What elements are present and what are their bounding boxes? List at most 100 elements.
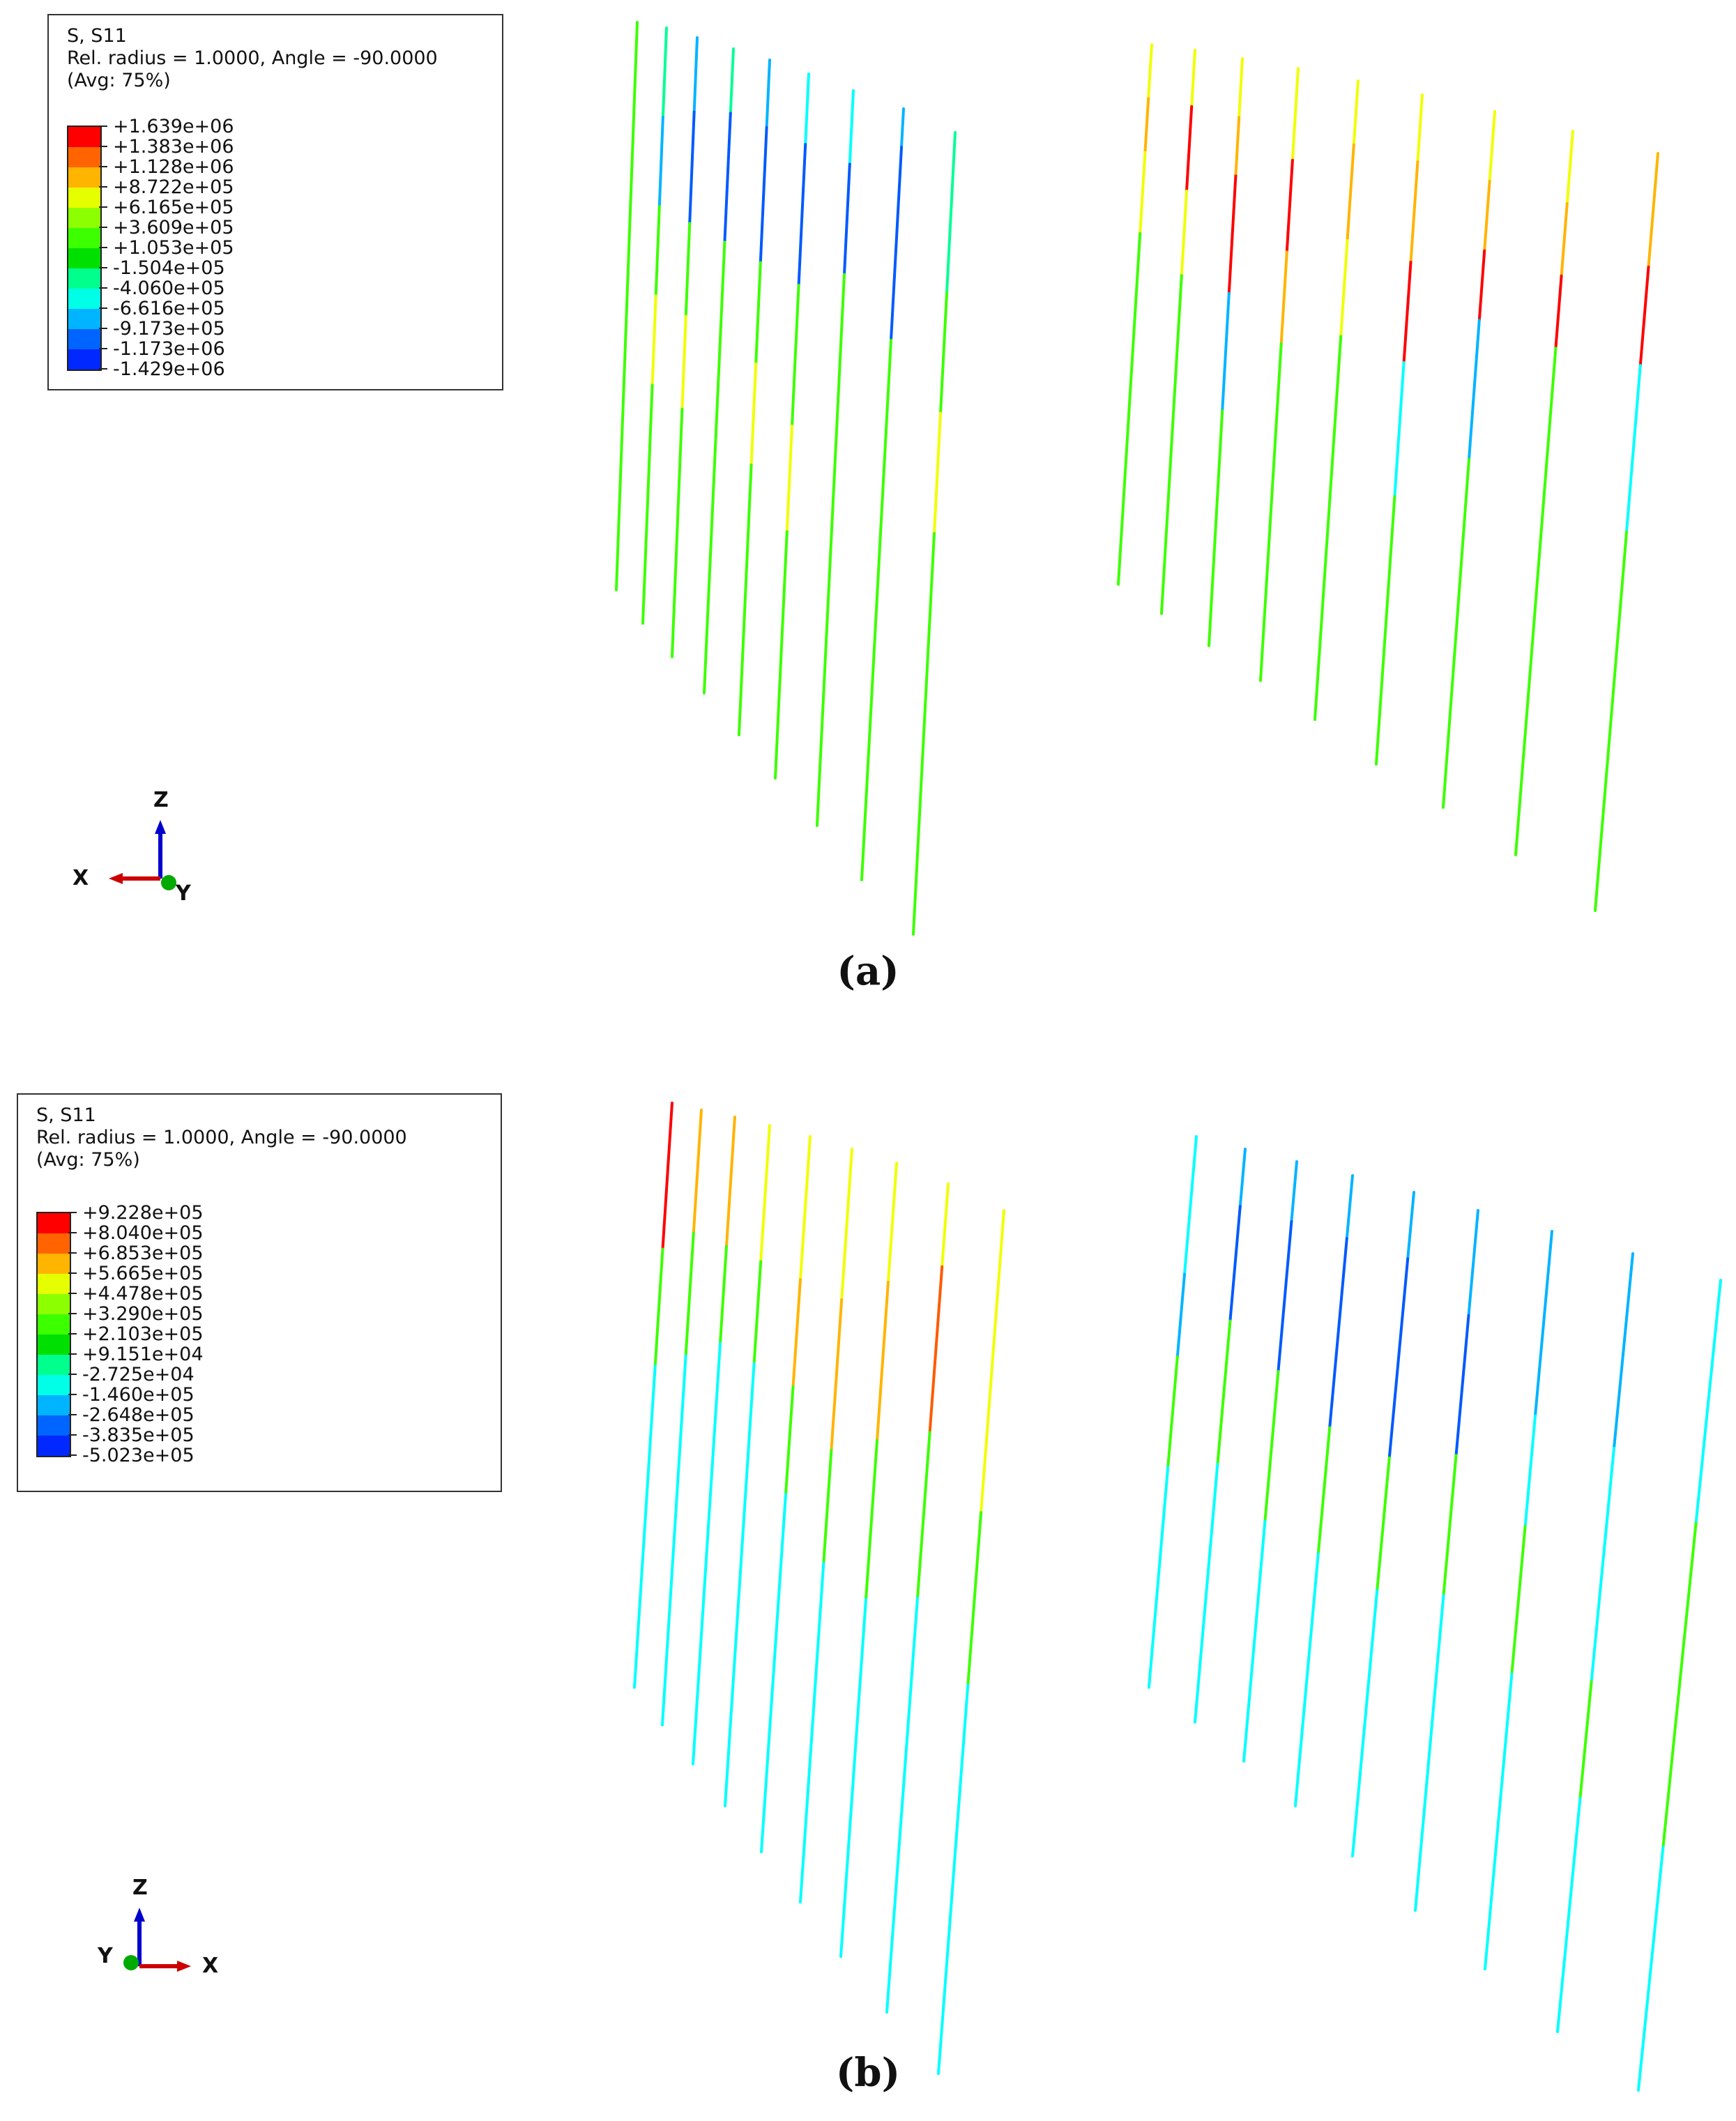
member-segment — [830, 420, 839, 533]
member-segment — [937, 1683, 970, 2075]
member-segment — [759, 126, 768, 264]
member-segment — [1578, 1680, 1593, 1800]
legend-tick — [68, 1293, 77, 1294]
member-segment — [876, 1280, 890, 1443]
contour-legend: S, S11 Rel. radius = 1.0000, Angle = -90… — [17, 1093, 502, 1492]
legend-value: +5.665e+05 — [82, 1263, 204, 1284]
member-segment — [1594, 531, 1628, 912]
legend-swatch — [68, 188, 100, 208]
member-segment — [1346, 143, 1355, 242]
legend-value: -9.173e+05 — [113, 318, 225, 340]
member-segment — [1227, 174, 1238, 295]
member-segment — [1674, 1521, 1698, 1728]
member-segment — [784, 1385, 795, 1496]
member-segment — [1467, 1209, 1479, 1317]
legend-value: -2.648e+05 — [82, 1404, 195, 1426]
legend-variable: S, S11 — [67, 25, 127, 47]
legend-value: -3.835e+05 — [82, 1424, 195, 1446]
legend-tick — [99, 166, 107, 167]
member-segment — [1185, 105, 1194, 192]
member-segment — [797, 143, 807, 287]
y-axis-label: Y — [98, 1944, 113, 1968]
member-segment — [1166, 1355, 1179, 1468]
legend-tick — [99, 267, 107, 268]
member-segment — [1290, 1160, 1298, 1223]
x-arrowhead — [177, 1961, 191, 1972]
member-segment — [785, 425, 793, 533]
member-segment — [1393, 361, 1406, 498]
legend-tick — [68, 1394, 77, 1395]
member-segment — [1160, 274, 1183, 615]
member-segment — [1402, 261, 1413, 364]
member-segment — [1148, 1466, 1170, 1689]
member-segment — [1406, 1191, 1415, 1261]
member-segment — [1477, 249, 1486, 322]
legend-tick — [99, 186, 107, 188]
member-segment — [1221, 291, 1231, 413]
legend-swatch — [68, 208, 100, 228]
panel-caption: (b) — [835, 2050, 901, 2096]
member-segment — [615, 446, 623, 591]
legend-value: -6.616e+05 — [113, 298, 225, 319]
legend-tick — [68, 1232, 77, 1233]
axis-triad: Z X Y — [91, 1855, 244, 1994]
member-segment — [1638, 265, 1650, 367]
member-segment — [684, 1231, 695, 1358]
legend-swatch — [68, 289, 100, 309]
member-segment — [924, 532, 936, 695]
member-segment — [1351, 1589, 1379, 1857]
legend-section-point: Rel. radius = 1.0000, Angle = -90.0000 — [36, 1127, 407, 1148]
axis-triad-graphic — [123, 1908, 191, 1972]
legend-tick — [68, 1333, 77, 1335]
member-segment — [928, 1265, 944, 1434]
member-segment — [704, 1341, 722, 1572]
legend-value: +9.228e+05 — [82, 1202, 204, 1224]
member-segment — [1259, 434, 1277, 682]
legend-variable: S, S11 — [36, 1104, 96, 1126]
member-segment — [912, 692, 927, 936]
member-segment — [661, 1539, 676, 1726]
legend-tick — [68, 1252, 77, 1254]
member-segment — [1488, 110, 1496, 183]
member-segment — [680, 314, 687, 411]
member-segment — [822, 1449, 833, 1565]
member-segment — [1238, 57, 1244, 119]
legend-value: +4.478e+05 — [82, 1283, 204, 1305]
legend-value: -5.023e+05 — [82, 1445, 195, 1466]
member-segment — [1277, 1220, 1293, 1373]
x-axis-label: X — [73, 866, 89, 890]
member-segment — [1345, 1174, 1354, 1240]
member-segment — [1228, 1205, 1242, 1323]
member-segment — [989, 1209, 1005, 1385]
member-segment — [641, 503, 649, 625]
member-segment — [865, 1439, 878, 1601]
legend-tick — [68, 1353, 77, 1355]
member-segment — [980, 1381, 993, 1514]
legend-tick — [68, 1313, 77, 1314]
legend-tick — [99, 227, 107, 228]
member-segment — [1314, 462, 1334, 721]
member-segment — [791, 1278, 802, 1389]
legend-tick — [99, 287, 107, 289]
legend-value: +1.383e+06 — [113, 136, 234, 158]
member-segment — [692, 1109, 703, 1235]
member-segment — [1414, 1594, 1445, 1912]
member-segment — [1274, 342, 1283, 437]
legend-value: +1.639e+06 — [113, 116, 234, 137]
member-segment — [816, 530, 833, 827]
legend-tick — [68, 1434, 77, 1436]
member-segment — [1554, 274, 1563, 350]
legend-swatch — [38, 1335, 70, 1355]
member-segment — [843, 162, 851, 276]
member-segment — [1143, 97, 1150, 154]
member-segment — [1565, 130, 1574, 205]
member-segment — [1590, 1447, 1615, 1683]
axis-triad: Z X Y — [70, 781, 209, 920]
member-segment — [1560, 202, 1569, 278]
member-segment — [1279, 250, 1288, 346]
z-arrowhead — [134, 1908, 145, 1922]
member-segment — [945, 131, 957, 294]
member-segment — [625, 174, 633, 307]
member-segment — [644, 1364, 657, 1514]
legend-swatch — [38, 1213, 70, 1233]
